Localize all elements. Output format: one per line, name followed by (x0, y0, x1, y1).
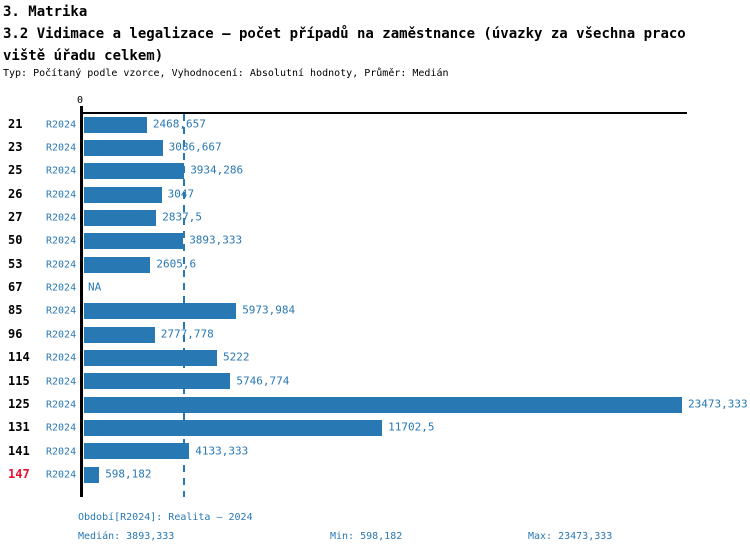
y-axis-line (80, 106, 83, 497)
chart-row: 141 R2024 4133,333 (0, 440, 750, 463)
bar-value-label: 11702,5 (388, 420, 435, 434)
row-id-label: 21 (8, 116, 23, 131)
chart-row: 50 R2024 3893,333 (0, 230, 750, 253)
value-bar (84, 256, 151, 273)
row-id-label: 27 (8, 210, 23, 225)
bar-value-label: 3893,333 (189, 234, 243, 248)
row-period-label: R2024 (46, 188, 77, 200)
chart-row: 23 R2024 3086,667 (0, 136, 750, 159)
bar-value-label: 598,182 (105, 467, 152, 481)
axis-zero-label: 0 (77, 95, 84, 106)
bar-value-label: 3934,286 (190, 164, 244, 178)
chart-row: 53 R2024 2605,6 (0, 253, 750, 276)
value-bar (84, 233, 184, 250)
row-id-label: 85 (8, 303, 23, 318)
row-id-label: 125 (8, 396, 30, 411)
chart-row: 26 R2024 3047 (0, 183, 750, 206)
bar-value-label: 5222 (223, 350, 250, 364)
chart-row: 21 R2024 2468,657 (0, 113, 750, 136)
row-period-label: R2024 (46, 445, 77, 457)
row-period-label: R2024 (46, 375, 77, 387)
row-id-label: 26 (8, 186, 23, 201)
row-period-label: R2024 (46, 259, 77, 271)
row-id-label: 115 (8, 373, 30, 388)
chart-subtitle: Typ: Počítaný podle vzorce, Vyhodnocení:… (3, 68, 449, 79)
row-period-label: R2024 (46, 329, 77, 341)
row-id-label: 50 (8, 233, 23, 248)
row-id-label: 53 (8, 256, 23, 271)
value-bar (84, 326, 155, 343)
period-legend: Období[R2024]: Realita – 2024 (78, 512, 253, 523)
value-bar (84, 396, 682, 413)
value-bar (84, 420, 383, 437)
row-id-label: 131 (8, 420, 30, 435)
bar-value-label: 2468,657 (152, 117, 206, 131)
chart-title-line2: viště úřadu celkem) (3, 48, 164, 64)
value-bar (84, 350, 217, 366)
value-bar (84, 373, 231, 390)
chart-title-line1: 3.2 Vidimace a legalizace – počet případ… (3, 26, 686, 42)
row-period-label: R2024 (46, 235, 77, 247)
chart-row: 131 R2024 11702,5 (0, 417, 750, 440)
chart-row: 96 R2024 2777,778 (0, 323, 750, 346)
value-bar (84, 163, 185, 180)
x-axis-line (80, 112, 687, 114)
chart-row: 25 R2024 3934,286 (0, 160, 750, 183)
row-period-label: R2024 (46, 469, 77, 481)
row-period-label: R2024 (46, 399, 77, 411)
row-id-label: 25 (8, 163, 23, 178)
bar-value-label: 3086,667 (168, 140, 222, 154)
row-period-label: R2024 (46, 142, 77, 154)
row-period-label: R2024 (46, 118, 77, 130)
max-stat: Max: 23473,333 (528, 531, 613, 542)
bar-value-label: 3047 (167, 187, 195, 201)
value-bar (84, 443, 190, 460)
chart-row: 67 R2024 NA (0, 276, 750, 299)
row-id-label: 96 (8, 326, 23, 341)
row-period-label: R2024 (46, 352, 77, 364)
row-period-label: R2024 (46, 212, 77, 224)
chart-rows: 21 R2024 2468,657 23 R2024 3086,667 25 R2024 393… (0, 113, 750, 487)
bar-value-label: 5973,984 (242, 304, 296, 318)
median-stat: Medián: 3893,333 (78, 531, 175, 542)
chart-row: 114 R2024 5222 (0, 347, 750, 370)
row-id-label: 23 (8, 140, 23, 155)
bar-value-label: 5746,774 (236, 374, 290, 388)
chart-row: 27 R2024 2837,5 (0, 206, 750, 229)
section-title: 3. Matrika (3, 4, 88, 20)
value-bar (84, 303, 237, 320)
chart-row: 125 R2024 23473,333 (0, 393, 750, 416)
row-period-label: R2024 (46, 305, 77, 317)
bar-value-label: 2605,6 (156, 257, 197, 271)
value-bar (84, 186, 162, 203)
min-stat: Min: 598,182 (330, 531, 403, 542)
row-period-label: R2024 (46, 165, 77, 177)
chart-row: 115 R2024 5746,774 (0, 370, 750, 393)
value-bar (84, 139, 163, 156)
bar-value-label: 4133,333 (195, 444, 249, 458)
na-label: NA (88, 280, 102, 294)
chart-row: 147 R2024 598,182 (0, 463, 750, 486)
bar-value-label: 2837,5 (162, 210, 203, 224)
value-bar (84, 116, 147, 133)
value-bar (84, 466, 100, 483)
bar-value-label: 2777,778 (160, 327, 214, 341)
row-id-label: 141 (8, 443, 30, 458)
bar-value-label: 23473,333 (688, 397, 748, 411)
row-id-label: 147 (8, 467, 30, 482)
value-bar (84, 209, 157, 226)
row-id-label: 67 (8, 280, 23, 295)
row-period-label: R2024 (46, 282, 77, 294)
row-period-label: R2024 (46, 422, 77, 434)
row-id-label: 114 (8, 350, 30, 365)
chart-row: 85 R2024 5973,984 (0, 300, 750, 323)
